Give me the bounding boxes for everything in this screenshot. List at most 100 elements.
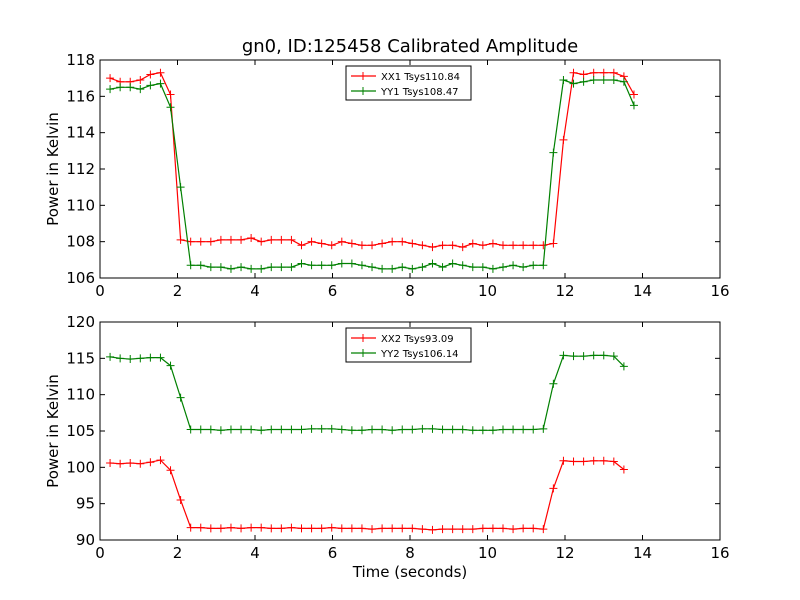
data-point [448, 259, 457, 268]
data-point [347, 259, 356, 268]
figure-title: gn0, ID:125458 Calibrated Amplitude [242, 36, 578, 57]
data-point [247, 425, 256, 434]
data-point [559, 135, 568, 144]
data-point [297, 241, 306, 250]
data-point [519, 524, 528, 533]
data-point [509, 525, 518, 534]
data-point [287, 235, 296, 244]
data-point [156, 68, 165, 77]
data-point [378, 239, 387, 248]
x-tick-label: 14 [633, 282, 652, 300]
data-point [116, 354, 125, 363]
data-point [609, 457, 618, 466]
data-point [317, 239, 326, 248]
data-point [357, 241, 366, 250]
data-point [347, 426, 356, 435]
data-point [549, 239, 558, 248]
data-point [458, 243, 467, 252]
data-point [337, 237, 346, 246]
data-point [176, 496, 185, 505]
y-tick-label: 110 [66, 386, 95, 404]
data-point [247, 234, 256, 243]
data-point [368, 263, 377, 272]
data-point [599, 75, 608, 84]
top-chart-panel: 0 2 4 6 8 10 12 14 16 106 108 110 112 114 116 118 Power … [44, 51, 730, 300]
data-point [237, 524, 246, 533]
data-point [267, 524, 276, 533]
data-point [569, 457, 578, 466]
data-point [146, 458, 155, 467]
legend: XX2 Tsys93.09 YY2 Tsys106.14 [345, 327, 472, 363]
data-point [226, 264, 235, 273]
data-point [478, 241, 487, 250]
data-point [539, 241, 548, 250]
data-point [509, 425, 518, 434]
data-point [629, 90, 638, 99]
x-tick-label: 16 [710, 282, 729, 300]
data-point [509, 241, 518, 250]
data-point [418, 424, 427, 433]
data-point [589, 75, 598, 84]
data-point [226, 235, 235, 244]
data-point [317, 524, 326, 533]
data-point [206, 263, 215, 272]
data-point [247, 264, 256, 273]
data-point [488, 426, 497, 435]
y-tick-label: 116 [66, 87, 95, 105]
data-point [166, 103, 175, 112]
data-point [529, 425, 538, 434]
data-point [378, 425, 387, 434]
data-point [599, 351, 608, 360]
legend-box [345, 65, 472, 101]
data-point [166, 466, 175, 475]
y-tick-label: 112 [66, 160, 95, 178]
x-tick-label: 4 [250, 282, 260, 300]
data-point [428, 259, 437, 268]
data-point [589, 351, 598, 360]
data-point [599, 456, 608, 465]
data-point [499, 524, 507, 533]
data-point [186, 523, 195, 532]
data-point [519, 425, 528, 434]
y-tick-label: 110 [66, 196, 95, 214]
data-point [226, 425, 235, 434]
legend-marker [359, 87, 367, 95]
data-point [237, 235, 246, 244]
data-point [368, 525, 377, 534]
data-point [408, 264, 417, 273]
y-axis-label: Power in Kelvin [44, 112, 62, 226]
data-point [448, 525, 457, 534]
data-point [327, 523, 336, 532]
data-point [297, 524, 306, 533]
data-point [106, 74, 115, 83]
data-point [206, 524, 215, 533]
y-tick-label: 105 [66, 422, 95, 440]
data-point [146, 353, 155, 362]
x-tick-label: 6 [328, 544, 338, 562]
data-point [307, 524, 316, 533]
x-tick-label: 0 [95, 282, 105, 300]
data-point [448, 425, 457, 434]
data-point [478, 524, 487, 533]
data-point [156, 456, 165, 465]
data-point [418, 525, 427, 534]
bottom-chart-panel: 0 2 4 6 8 10 12 14 16 90 95 100 105 110 115 120 Power in… [44, 313, 730, 581]
data-point [559, 351, 568, 360]
data-point [438, 241, 447, 250]
data-point [146, 70, 155, 79]
data-point [428, 424, 437, 433]
data-point [559, 75, 568, 84]
data-point [277, 425, 286, 434]
data-point [216, 235, 225, 244]
data-point [126, 83, 135, 92]
data-point [499, 425, 507, 434]
data-point [428, 243, 437, 252]
data-point [378, 524, 387, 533]
data-point [176, 235, 185, 244]
y-tick-label: 95 [76, 495, 95, 513]
data-point [287, 263, 296, 272]
data-point [126, 355, 135, 364]
data-point [106, 85, 115, 94]
data-point [468, 263, 477, 272]
data-point [408, 524, 417, 533]
